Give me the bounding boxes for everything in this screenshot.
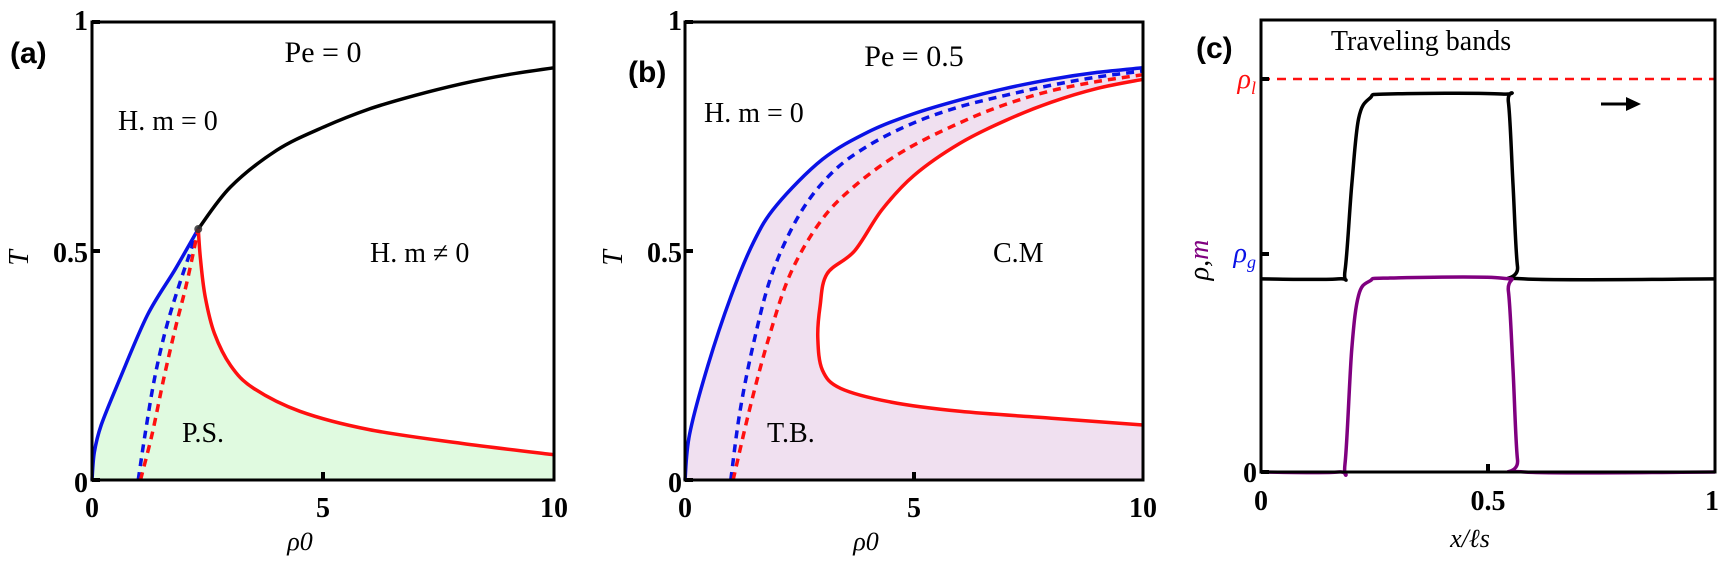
phase-separation-region xyxy=(92,229,554,480)
panel-b-label: (b) xyxy=(628,56,666,89)
panel-c-curves xyxy=(1260,91,1716,477)
panel-c-xtick-0.5: 0.5 xyxy=(1471,486,1506,517)
panel-c-xtick-1: 1 xyxy=(1705,486,1719,517)
annotation-phase-separation: P.S. xyxy=(182,418,224,449)
panel-c-title: Traveling bands xyxy=(1331,26,1511,57)
panel-b-ytick-0: 0 xyxy=(668,468,682,499)
panel-a-ytick-0: 0 xyxy=(74,468,88,499)
panel-c-frame xyxy=(1259,18,1717,474)
panel-b-ylabel: T xyxy=(598,248,629,266)
panel-c-ytick-0: 0 xyxy=(1243,458,1257,489)
panel-a-ytick-0.5: 0.5 xyxy=(53,238,88,269)
series-spinodal-gas- xyxy=(136,228,200,481)
panel-c-ylabel: ρ,m xyxy=(1184,240,1215,282)
panel-c-xtick-0: 0 xyxy=(1254,486,1268,517)
panel-b-ytick-1: 1 xyxy=(668,6,682,37)
panel-a-xtick-0: 0 xyxy=(85,493,99,524)
annotation-homogeneous-m-nonzero: H. m ≠ 0 xyxy=(370,238,469,269)
panel-a-phase-diagram: (a) Pe = 0 1 0.5 0 0 5 10 ρ0 T H. m = 0 … xyxy=(4,6,568,556)
annotation-homogeneous-m0: H. m = 0 xyxy=(704,98,804,129)
series-binodal-liquid- xyxy=(196,228,555,457)
series-- xyxy=(1260,91,1716,282)
annotation-collective-motion: C.M xyxy=(993,238,1044,269)
travel-direction-arrow-icon xyxy=(1601,97,1641,111)
panel-a-title: Pe = 0 xyxy=(285,36,362,69)
panel-a-ylabel: T xyxy=(4,248,35,266)
series-m xyxy=(1260,275,1716,477)
panel-c-band-profile: (c) Traveling bands ρl ρg 0 0 0.5 1 x/ℓs… xyxy=(1184,18,1719,553)
panel-c-ytick-rho-l: ρl xyxy=(1237,64,1256,98)
panel-a-xtick-5: 5 xyxy=(316,493,330,524)
critical-point-marker xyxy=(194,225,203,234)
panel-b-xtick-0: 0 xyxy=(678,493,692,524)
panel-b-title: Pe = 0.5 xyxy=(864,40,963,73)
series-critical-line xyxy=(196,66,555,231)
series-spinodal-liquid- xyxy=(138,228,201,481)
panel-b-curves xyxy=(683,66,1144,481)
series-binodal-gas- xyxy=(683,66,1144,481)
annotation-traveling-bands: T.B. xyxy=(767,418,815,449)
panel-b-xtick-5: 5 xyxy=(907,493,921,524)
panel-a-xlabel: ρ0 xyxy=(286,527,312,556)
panel-c-ticks xyxy=(1261,77,1490,474)
panel-b-phase-diagram: (b) Pe = 0.5 1 0.5 0 0 5 10 ρ0 T H. m = … xyxy=(598,6,1157,556)
panel-b-xtick-10: 10 xyxy=(1129,493,1157,524)
panel-c-label: (c) xyxy=(1196,32,1233,65)
panel-a-xtick-10: 10 xyxy=(540,493,568,524)
panel-a-ticks xyxy=(92,20,325,482)
annotation-homogeneous-m0: H. m = 0 xyxy=(118,106,218,137)
traveling-bands-region xyxy=(685,67,1143,481)
panel-c-xlabel: x/ℓs xyxy=(1449,524,1490,553)
panel-a-curves xyxy=(90,66,555,481)
panel-b-ytick-0.5: 0.5 xyxy=(647,238,682,269)
panel-b-xlabel: ρ0 xyxy=(852,527,878,556)
panel-a-ytick-1: 1 xyxy=(74,6,88,37)
series-spinodal-gas- xyxy=(729,69,1144,481)
panel-b-ticks xyxy=(685,20,916,482)
panel-a-label: (a) xyxy=(10,37,47,70)
series-binodal-liquid- xyxy=(815,77,1144,427)
series-binodal-gas- xyxy=(90,228,200,481)
panel-c-ytick-rho-g: ρg xyxy=(1233,238,1256,272)
